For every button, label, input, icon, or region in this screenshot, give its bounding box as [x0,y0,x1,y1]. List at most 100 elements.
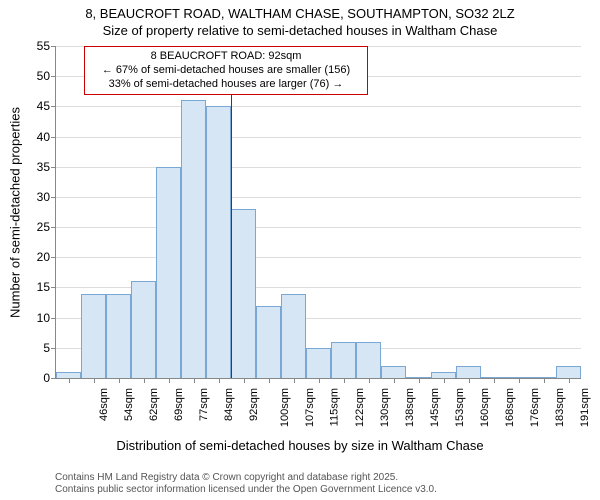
grid-line [56,137,581,138]
histogram-bar [256,306,281,378]
y-tick-label: 10 [22,311,50,325]
y-tick-label: 20 [22,250,50,264]
histogram-bar [181,100,206,378]
x-tick-mark [94,378,95,383]
y-tick-label: 45 [22,99,50,113]
x-tick-label: 122sqm [354,388,366,427]
x-tick-mark [294,378,295,383]
histogram-bar [106,294,131,379]
grid-line [56,227,581,228]
y-tick-label: 25 [22,220,50,234]
y-tick-mark [51,167,56,168]
y-tick-label: 55 [22,39,50,53]
x-tick-mark [269,378,270,383]
x-tick-label: 92sqm [248,388,260,421]
x-tick-mark [169,378,170,383]
x-tick-mark [369,378,370,383]
y-tick-mark [51,106,56,107]
x-tick-label: 183sqm [554,388,566,427]
histogram-bar [81,294,106,379]
x-tick-label: 168sqm [504,388,516,427]
x-tick-label: 100sqm [279,388,291,427]
x-tick-mark [544,378,545,383]
x-tick-label: 84sqm [223,388,235,421]
histogram-bar [206,106,231,378]
x-tick-label: 130sqm [379,388,391,427]
x-tick-mark [144,378,145,383]
y-tick-label: 5 [22,341,50,355]
histogram-bar [281,294,306,379]
grid-line [56,197,581,198]
histogram-bar [331,342,356,378]
histogram-bar [156,167,181,378]
y-tick-label: 30 [22,190,50,204]
y-tick-mark [51,76,56,77]
x-tick-label: 69sqm [173,388,185,421]
x-tick-mark [319,378,320,383]
annotation-box: 8 BEAUCROFT ROAD: 92sqm ← 67% of semi-de… [84,46,368,95]
x-tick-label: 138sqm [404,388,416,427]
grid-line [56,106,581,107]
y-tick-mark [51,46,56,47]
y-tick-mark [51,287,56,288]
y-tick-mark [51,378,56,379]
reference-line [231,46,232,378]
y-tick-mark [51,318,56,319]
x-tick-label: 54sqm [123,388,135,421]
footer-text: Contains HM Land Registry data © Crown c… [55,472,437,496]
y-tick-mark [51,137,56,138]
annotation-line-3: 33% of semi-detached houses are larger (… [91,78,361,92]
x-tick-label: 160sqm [479,388,491,427]
x-tick-label: 115sqm [328,388,340,426]
x-tick-mark [394,378,395,383]
x-tick-label: 62sqm [148,388,160,421]
x-tick-mark [444,378,445,383]
x-tick-label: 153sqm [454,388,466,427]
x-tick-label: 46sqm [98,388,110,421]
chart-container: 8, BEAUCROFT ROAD, WALTHAM CHASE, SOUTHA… [0,0,600,500]
x-tick-label: 77sqm [198,388,210,421]
y-tick-mark [51,348,56,349]
x-tick-mark [219,378,220,383]
x-axis-label: Distribution of semi-detached houses by … [0,438,600,453]
grid-line [56,257,581,258]
title-line-2: Size of property relative to semi-detach… [0,23,600,40]
footer-line-1: Contains HM Land Registry data © Crown c… [55,472,437,484]
histogram-bar [231,209,256,378]
histogram-bar [306,348,331,378]
title-line-1: 8, BEAUCROFT ROAD, WALTHAM CHASE, SOUTHA… [0,6,600,23]
grid-line [56,167,581,168]
x-tick-mark [519,378,520,383]
annotation-line-1: 8 BEAUCROFT ROAD: 92sqm [91,50,361,64]
chart-title: 8, BEAUCROFT ROAD, WALTHAM CHASE, SOUTHA… [0,0,600,40]
y-tick-label: 35 [22,160,50,174]
x-tick-mark [69,378,70,383]
y-tick-label: 15 [22,280,50,294]
histogram-bar [456,366,481,378]
x-tick-label: 107sqm [304,388,316,427]
x-tick-mark [194,378,195,383]
x-tick-label: 176sqm [529,388,541,427]
y-tick-mark [51,227,56,228]
histogram-bar [381,366,406,378]
x-tick-mark [119,378,120,383]
histogram-bar [131,281,156,378]
histogram-bar [556,366,581,378]
x-tick-label: 191sqm [579,388,591,427]
y-tick-mark [51,197,56,198]
y-tick-label: 50 [22,69,50,83]
footer-line-2: Contains public sector information licen… [55,484,437,496]
x-tick-mark [419,378,420,383]
histogram-bar [356,342,381,378]
x-tick-mark [469,378,470,383]
y-axis-label: Number of semi-detached properties [8,103,23,323]
x-tick-label: 145sqm [429,388,441,427]
x-tick-mark [244,378,245,383]
y-tick-label: 40 [22,130,50,144]
y-tick-label: 0 [22,371,50,385]
plot-area [55,46,581,379]
y-tick-mark [51,257,56,258]
x-tick-mark [494,378,495,383]
x-tick-mark [569,378,570,383]
annotation-line-2: ← 67% of semi-detached houses are smalle… [91,64,361,78]
